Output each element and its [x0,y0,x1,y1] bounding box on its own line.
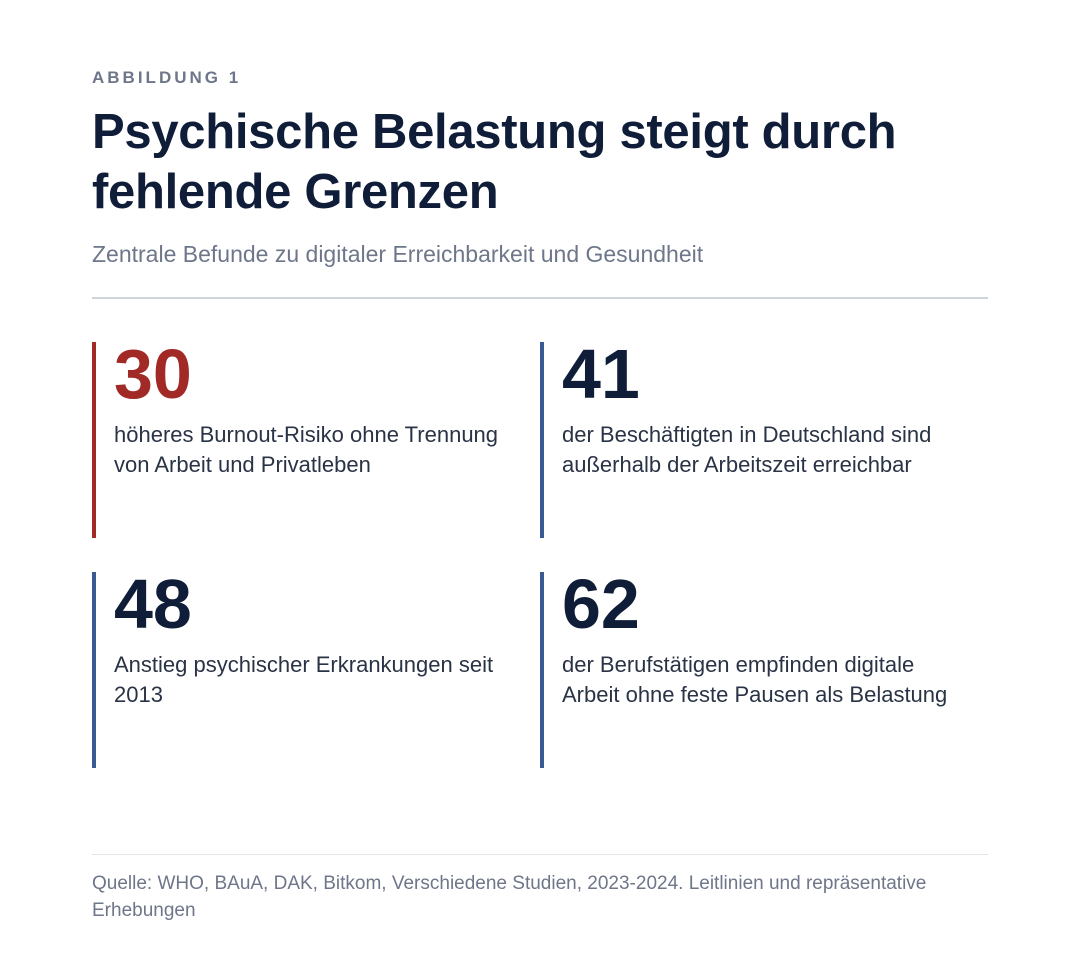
figure-label: ABBILDUNG 1 [92,68,242,87]
stat-description: der Beschäftigten in Deutschland sind au… [562,422,932,477]
figure-subtitle: Zentrale Befunde zu digitaler Erreichbar… [92,241,704,267]
figure: ABBILDUNG 1 Psychische Belastung steigt … [92,0,988,958]
stat-card-digital-work-strain: 62 der Berufstätigen empfinden digitale … [540,566,960,768]
stat-card-reachability: 41 der Beschäftigten in Deutschland sind… [540,336,960,538]
stat-accent-bar [92,342,96,538]
footer-divider [92,854,988,855]
stat-description: höheres Burnout-Risiko ohne Trennung von… [114,422,499,477]
stat-description: der Berufstätigen empfinden digitale Arb… [562,652,948,707]
divider [92,297,988,299]
stat-card-burnout-risk: 30 höheres Burnout-Risiko ohne Trennung … [92,336,512,538]
stat-accent-bar [540,572,544,768]
figure-title: Psychische Belastung steigt durch fehlen… [92,105,897,219]
stat-card-mental-illness: 48 Anstieg psychischer Erkrankungen seit… [92,566,512,768]
stat-accent-bar [92,572,96,768]
stat-value: 48 [114,565,192,643]
stat-accent-bar [540,342,544,538]
stat-value: 62 [562,565,640,643]
stat-value: 30 [114,335,192,413]
stat-value: 41 [562,335,640,413]
source-note: Quelle: WHO, BAuA, DAK, Bitkom, Verschie… [92,873,927,921]
stat-description: Anstieg psychischer Erkrankungen seit 20… [114,652,494,707]
